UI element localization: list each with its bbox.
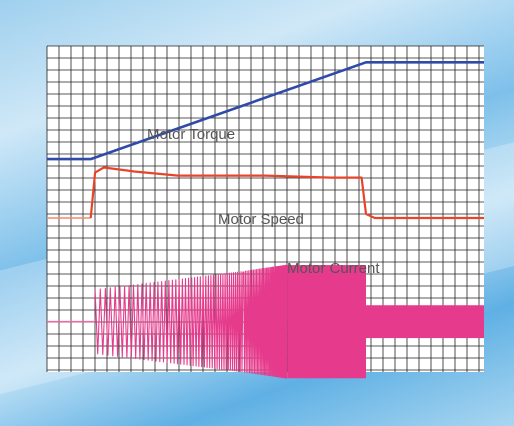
motor-current-oscillation bbox=[94, 271, 244, 373]
motor-current-band bbox=[287, 265, 367, 379]
annotation-motor-torque: Motor Torque bbox=[147, 126, 235, 143]
annotation-motor-speed: Motor Speed bbox=[218, 211, 304, 228]
annotation-motor-current: Motor Current bbox=[287, 260, 380, 277]
motor-torque-line bbox=[89, 166, 484, 220]
motor-current-oscillation bbox=[243, 264, 288, 379]
series-group bbox=[47, 61, 484, 379]
motor-current-band bbox=[366, 305, 484, 339]
motor-speed-line bbox=[47, 61, 484, 161]
